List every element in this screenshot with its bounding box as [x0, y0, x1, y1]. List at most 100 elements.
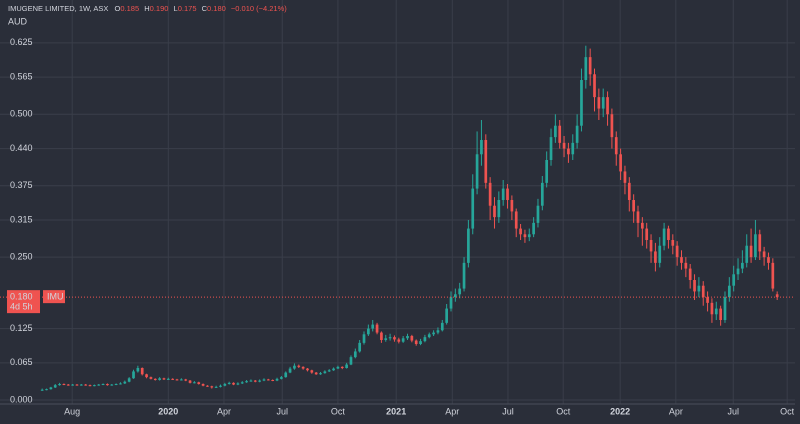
x-tick-label: Apr — [217, 406, 231, 416]
candle-body — [736, 268, 740, 275]
candle-body — [467, 228, 470, 263]
candle-body — [619, 154, 622, 172]
candle-body — [236, 383, 240, 385]
candle-body — [71, 384, 74, 386]
candle-body — [119, 383, 122, 385]
candle-body — [606, 97, 609, 115]
candle-body — [571, 142, 575, 155]
x-tick-label: Jul — [502, 406, 514, 416]
candle-body — [375, 324, 379, 333]
candle-body — [140, 368, 144, 375]
candle-body — [223, 384, 227, 386]
candle-body — [510, 200, 514, 212]
candle-body — [127, 378, 131, 382]
candle-body — [754, 234, 757, 258]
open-key: O — [115, 4, 121, 13]
candle-body — [432, 332, 435, 335]
candle-body — [332, 368, 335, 371]
candle-body — [314, 372, 318, 375]
candle-body — [175, 379, 179, 381]
candle-body — [166, 378, 170, 380]
candle-body — [193, 382, 196, 384]
candle-body — [40, 389, 44, 391]
x-tick-label: 2020 — [158, 406, 178, 416]
y-tick-label: 0.125 — [10, 323, 33, 333]
candle-body — [75, 384, 79, 386]
candle-body — [419, 341, 422, 344]
candle-body — [206, 385, 209, 387]
candle-body — [101, 384, 105, 385]
candle-body — [497, 200, 501, 218]
candle-body — [614, 137, 618, 155]
candle-body — [219, 385, 222, 387]
candle-body — [406, 336, 409, 339]
candle-body — [588, 57, 592, 75]
candle-body — [658, 245, 662, 263]
candle-body — [458, 288, 462, 295]
candle-body — [414, 340, 418, 344]
candle-body — [436, 330, 440, 333]
candle-body — [262, 379, 266, 381]
candle-body — [440, 322, 444, 331]
candle-body — [180, 379, 183, 381]
candle-body — [767, 257, 770, 263]
x-tick-label: Apr — [669, 406, 683, 416]
x-tick-label: Oct — [331, 406, 346, 416]
candle-body — [697, 285, 701, 292]
y-tick-label: 0.065 — [10, 357, 33, 367]
low-key: L — [174, 4, 178, 13]
countdown-label: 4d 5h — [10, 302, 33, 312]
candle-body — [523, 234, 527, 238]
y-tick-label: 0.625 — [10, 37, 33, 47]
y-axis-unit: AUD — [8, 16, 28, 26]
candle-body — [153, 378, 157, 380]
y-tick-label: 0.565 — [10, 72, 33, 82]
x-tick-label: Oct — [556, 406, 571, 416]
candle-body — [667, 228, 670, 240]
candle-body — [654, 251, 657, 263]
high-value: 0.190 — [150, 4, 169, 13]
candle-body — [110, 384, 114, 386]
candle-body — [249, 380, 253, 382]
candle-body — [349, 357, 353, 365]
candle-body — [288, 368, 292, 373]
candle-body — [745, 245, 749, 263]
symbol-badge — [43, 290, 65, 304]
candle-body — [297, 365, 301, 367]
y-tick-label: 0.000 — [10, 394, 33, 404]
candle-body — [136, 368, 140, 372]
candle-body — [453, 294, 457, 298]
candle-body — [306, 368, 309, 371]
candle-body — [471, 188, 475, 229]
x-tick-label: 2022 — [610, 406, 630, 416]
candle-body — [549, 137, 553, 160]
candle-body — [367, 328, 370, 335]
close-key: C — [202, 4, 208, 13]
candle-body — [97, 384, 101, 386]
candle-body — [388, 337, 392, 339]
candle-body — [184, 379, 188, 381]
candle-body — [232, 382, 235, 385]
candle-body — [45, 389, 48, 391]
symbol-label: IMU — [47, 292, 64, 302]
candle-body — [693, 280, 696, 292]
candle-body — [580, 80, 583, 126]
candle-body — [114, 384, 118, 385]
candle-body — [597, 97, 601, 109]
candle-body — [188, 380, 192, 383]
candle-body — [327, 370, 331, 372]
candle-body — [627, 182, 631, 200]
candle-body — [558, 125, 562, 143]
candle-body — [84, 384, 88, 386]
candle-body — [240, 382, 244, 384]
candle-body — [632, 200, 635, 212]
candle-body — [371, 324, 375, 329]
candle-body — [671, 240, 675, 246]
y-tick-label: 0.315 — [10, 214, 33, 224]
x-tick-label: Jul — [727, 406, 739, 416]
candle-body — [380, 332, 383, 340]
candle-body — [162, 378, 166, 380]
candle-body — [266, 379, 270, 381]
candle-body — [336, 366, 340, 369]
candle-body — [732, 274, 736, 286]
